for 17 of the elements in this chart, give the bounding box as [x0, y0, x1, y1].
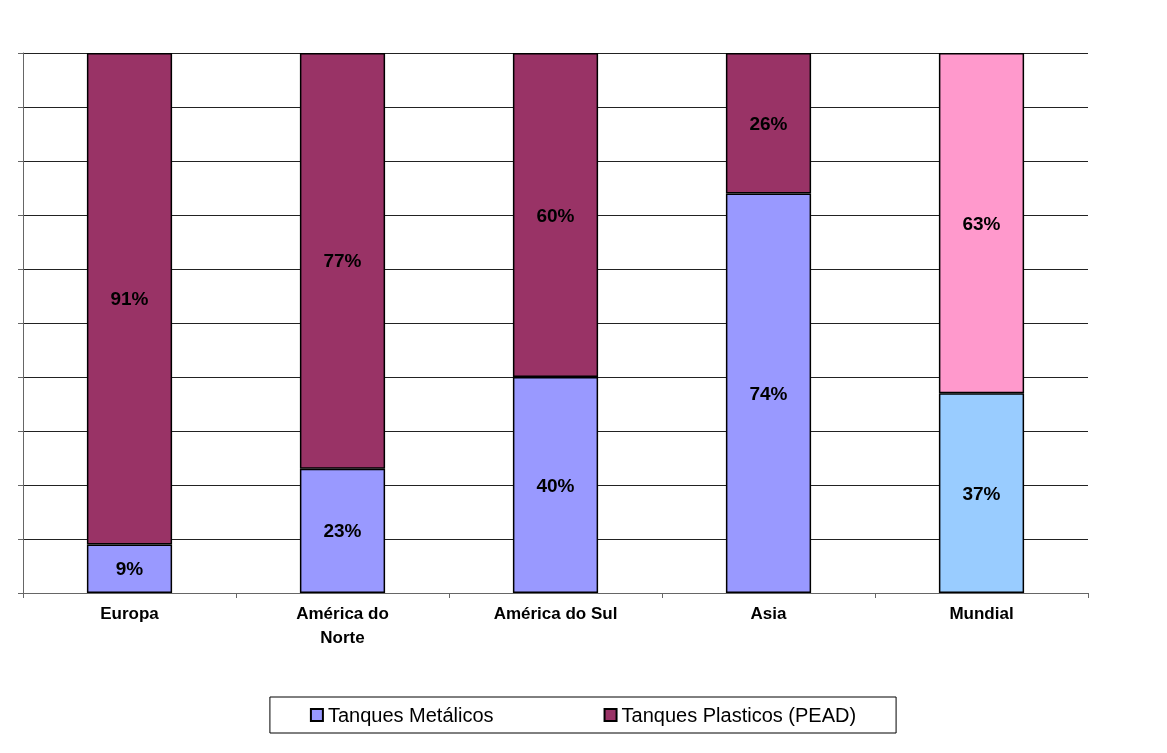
data-label: 40%	[536, 474, 575, 496]
data-label: 91%	[110, 288, 149, 310]
x-tick-label: Europa	[100, 603, 160, 623]
x-tick-label: América do Norte	[296, 603, 389, 647]
x-tick-label: América do Sul	[493, 603, 618, 623]
data-label: 74%	[749, 382, 788, 404]
legend-label: Tanques Plasticos (PEAD)	[621, 704, 857, 726]
x-tick-label: Asia	[750, 603, 787, 623]
data-label: 26%	[749, 112, 788, 134]
data-label: 63%	[962, 212, 1001, 234]
legend-label: Tanques Metálicos	[327, 704, 494, 726]
data-label: 77%	[323, 250, 362, 272]
data-label: 23%	[323, 520, 362, 542]
x-tick-label: Mundial	[949, 603, 1014, 623]
data-label: 60%	[536, 204, 575, 226]
data-label: 9%	[115, 558, 144, 580]
data-label: 37%	[962, 482, 1001, 504]
